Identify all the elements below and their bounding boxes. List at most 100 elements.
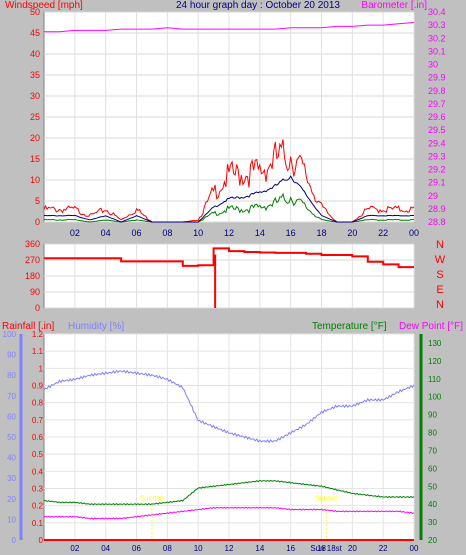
- temperature-axis-label: Temperature [°F]: [312, 321, 387, 332]
- windspeed-tick-label: 45: [30, 28, 40, 38]
- barometer-tick-label: 29.6: [428, 112, 446, 122]
- humidity-tick-label: 30: [7, 474, 16, 483]
- rain-tick-label: 0: [39, 536, 44, 545]
- direction-tick-label: 360: [25, 239, 40, 249]
- barometer-tick-label: 29: [428, 191, 438, 201]
- wind-axes: 0 5 10 15 20 25 30 35 40 45 50 28.8 28.9 29 29.1 29.2 29…: [30, 7, 446, 238]
- wind-barometer-panel: 0 5 10 15 20 25 30 35 40 45 50 28.8 28.9 29 29.1 29.2 29…: [5, 0, 446, 238]
- compass-letter: E: [436, 284, 443, 296]
- humidity-tick-label: 60: [7, 412, 16, 421]
- barometer-tick-label: 28.8: [428, 217, 446, 227]
- barometer-tick-label: 28.9: [428, 204, 446, 214]
- wind-x-tick-label: 20: [347, 228, 357, 238]
- temp-x-tick-label: 12: [225, 544, 234, 553]
- humidity-axis-label: Humidity [%]: [68, 321, 124, 332]
- direction-tick-label: 90: [30, 287, 40, 297]
- wind-x-tick-label: 10: [193, 228, 203, 238]
- chart-title: 24 hour graph day : October 20 2013: [176, 0, 340, 11]
- temperature-tick-label: 120: [428, 357, 442, 366]
- temp-x-tick-label: 00: [410, 544, 419, 553]
- humidity-tick-label: 90: [7, 351, 16, 360]
- direction-axes: 0 90 180 270 360: [25, 239, 40, 313]
- direction-series: [44, 247, 414, 308]
- rain-tick-label: 0.9: [32, 382, 44, 391]
- direction-grid: [44, 243, 415, 309]
- temp-axes: 0 0.1 0.2 0.3 0.4 0.5 0.6 0.7 0.8 0.9 1 1.1 1.2 0 10 20…: [3, 330, 442, 553]
- barometer-tick-label: 29.5: [428, 125, 446, 135]
- wind-x-tick-label: 02: [70, 228, 80, 238]
- temp-x-tick-label: 14: [255, 544, 264, 553]
- barometer-tick-label: 29.9: [428, 73, 446, 83]
- barometer-tick-label: 29.7: [428, 99, 446, 109]
- sun-date-label: Sun 18st: [310, 544, 342, 553]
- barometer-tick-label: 29.4: [428, 138, 446, 148]
- barometer-tick-label: 29.8: [428, 86, 446, 96]
- sun-markers: Sunrise Sunset: [140, 496, 337, 540]
- barometer-tick-label: 29.1: [428, 178, 446, 188]
- temp-x-tick-label: 22: [379, 544, 388, 553]
- humidity-tick-label: 100: [3, 330, 17, 339]
- windspeed-axis-label: Windspeed [mph]: [5, 0, 83, 11]
- temperature-tick-label: 80: [428, 429, 437, 438]
- humidity-tick-label: 50: [7, 433, 16, 442]
- wind-x-tick-label: 16: [286, 228, 296, 238]
- temperature-tick-label: 50: [428, 482, 437, 491]
- rain-humidity-temperature-panel: Sunrise Sunset 00.10.20.30.40.50.60.70.80…: [2, 321, 463, 553]
- temp-x-tick-label: 06: [132, 544, 141, 553]
- wind-x-tick-label: 14: [255, 228, 265, 238]
- temperature-tick-label: 20: [428, 536, 437, 545]
- direction-tick-label: 270: [25, 255, 40, 265]
- humidity-tick-label: 40: [7, 454, 16, 463]
- barometer-tick-label: 29.3: [428, 151, 446, 161]
- rain-tick-label: 1: [39, 364, 44, 373]
- windspeed-tick-label: 40: [30, 49, 40, 59]
- temp-x-tick-label: 02: [70, 544, 79, 553]
- humidity-tick-label: 10: [7, 515, 16, 524]
- barometer-tick-label: 30.2: [428, 33, 446, 43]
- windspeed-tick-label: 25: [30, 112, 40, 122]
- wind-x-tick-label: 12: [224, 228, 234, 238]
- wind-x-tick-label: 00: [409, 228, 419, 238]
- windspeed-tick-label: 50: [30, 7, 40, 17]
- barometer-tick-label: 30.3: [428, 20, 446, 30]
- temperature-tick-label: 30: [428, 518, 437, 527]
- temperature-tick-label: 110: [428, 375, 441, 384]
- direction-line: [44, 247, 414, 269]
- barometer-tick-label: 30: [428, 60, 438, 70]
- temperature-tick-label: 90: [428, 411, 437, 420]
- temp-x-tick-label: 10: [194, 544, 203, 553]
- windspeed-tick-label: 10: [30, 175, 40, 185]
- windspeed-tick-label: 5: [35, 196, 40, 206]
- humidity-tick-label: 80: [7, 371, 16, 380]
- humidity-tick-label: 20: [7, 495, 16, 504]
- barometer-line: [44, 22, 415, 33]
- temp-x-tick-label: 18: [317, 544, 326, 553]
- windspeed-tick-label: 30: [30, 91, 40, 101]
- compass-letter: N: [436, 299, 444, 311]
- barometer-tick-label: 30.1: [428, 46, 446, 56]
- dew-point-line: [43, 506, 415, 520]
- rain-tick-label: 0.6: [32, 433, 44, 442]
- rain-tick-label: 0.1: [32, 519, 44, 528]
- windspeed-tick-label: 15: [30, 154, 40, 164]
- rain-tick-label: 0.3: [32, 485, 44, 494]
- wind-x-tick-label: 22: [378, 228, 388, 238]
- wind-x-tick-label: 08: [162, 228, 172, 238]
- windspeed-tick-label: 0: [35, 217, 40, 227]
- rain-tick-label: 0.7: [32, 416, 44, 425]
- barometer-tick-label: 29.2: [428, 165, 446, 175]
- rain-tick-label: 0.4: [32, 467, 44, 476]
- barometer-axis-label: Barometer [.in]: [361, 0, 427, 11]
- compass-letter: N: [436, 239, 444, 251]
- temperature-tick-label: 60: [428, 464, 437, 473]
- direction-tick-label: 0: [35, 303, 40, 313]
- temp-x-tick-label: 16: [286, 544, 295, 553]
- wind-x-tick-label: 06: [131, 228, 141, 238]
- direction-tick-label: 180: [25, 271, 40, 281]
- barometer-tick-label: 30.4: [428, 7, 446, 17]
- temp-x-tick-label: 20: [348, 544, 357, 553]
- rain-tick-label: 0.2: [32, 502, 44, 511]
